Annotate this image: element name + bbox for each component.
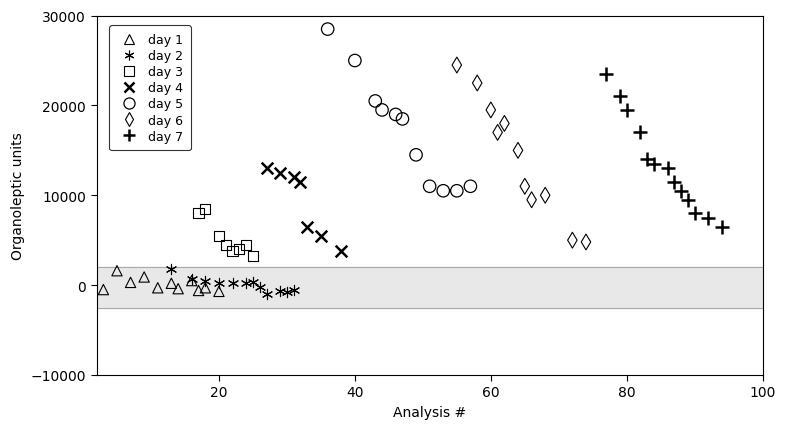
Point: [519, 184, 531, 190]
Point: [634, 129, 647, 136]
Point: [715, 224, 728, 230]
Point: [525, 197, 538, 204]
Point: [294, 179, 307, 186]
Point: [199, 206, 212, 213]
Point: [111, 267, 124, 274]
Point: [450, 62, 463, 69]
Point: [369, 98, 382, 105]
Point: [390, 112, 402, 119]
Point: [192, 287, 205, 294]
Point: [498, 121, 511, 128]
Point: [423, 184, 436, 190]
Point: [315, 233, 327, 240]
Point: [192, 210, 205, 217]
Point: [274, 288, 286, 295]
Point: [212, 280, 225, 287]
Point: [566, 237, 578, 244]
Point: [396, 116, 408, 123]
Point: [274, 170, 286, 177]
Point: [539, 192, 552, 199]
Point: [287, 175, 300, 181]
Point: [240, 280, 253, 287]
Point: [220, 242, 232, 249]
Point: [321, 27, 334, 34]
Point: [186, 277, 198, 284]
Point: [138, 274, 150, 281]
Point: [260, 291, 273, 298]
Point: [375, 107, 388, 114]
Point: [689, 210, 701, 217]
Point: [151, 285, 164, 292]
Point: [165, 266, 178, 273]
Point: [301, 224, 313, 230]
Point: [600, 71, 612, 78]
Point: [246, 280, 259, 286]
Point: [199, 285, 212, 292]
Point: [682, 197, 694, 204]
Point: [580, 239, 593, 246]
Y-axis label: Organoleptic units: Organoleptic units: [11, 132, 25, 260]
Point: [512, 147, 524, 154]
Point: [410, 152, 423, 159]
Point: [253, 284, 266, 291]
Point: [212, 233, 225, 240]
Point: [349, 58, 361, 65]
Point: [233, 246, 246, 253]
X-axis label: Analysis #: Analysis #: [393, 405, 466, 419]
Point: [614, 94, 626, 101]
Point: [335, 248, 348, 255]
Point: [172, 286, 184, 292]
Point: [226, 280, 238, 287]
Point: [240, 242, 253, 249]
Point: [674, 188, 687, 195]
Point: [212, 288, 225, 295]
Point: [491, 129, 504, 136]
Point: [485, 107, 497, 114]
Point: [450, 188, 463, 195]
Point: [165, 280, 178, 287]
Point: [641, 157, 653, 163]
Point: [471, 80, 483, 87]
Point: [464, 184, 477, 190]
Point: [186, 276, 198, 283]
Point: [661, 166, 674, 172]
Point: [668, 179, 681, 186]
Bar: [97, 267, 763, 308]
Point: [226, 248, 238, 255]
Point: [199, 277, 212, 284]
Point: [97, 286, 109, 293]
Point: [281, 289, 294, 296]
Point: [648, 161, 660, 168]
Point: [260, 166, 273, 172]
Point: [702, 215, 715, 221]
Point: [620, 107, 633, 114]
Point: [246, 253, 259, 260]
Point: [287, 287, 300, 294]
Legend: day 1, day 2, day 3, day 4, day 5, day 6, day 7: day 1, day 2, day 3, day 4, day 5, day 6…: [109, 26, 191, 151]
Point: [437, 188, 449, 195]
Point: [124, 280, 137, 286]
